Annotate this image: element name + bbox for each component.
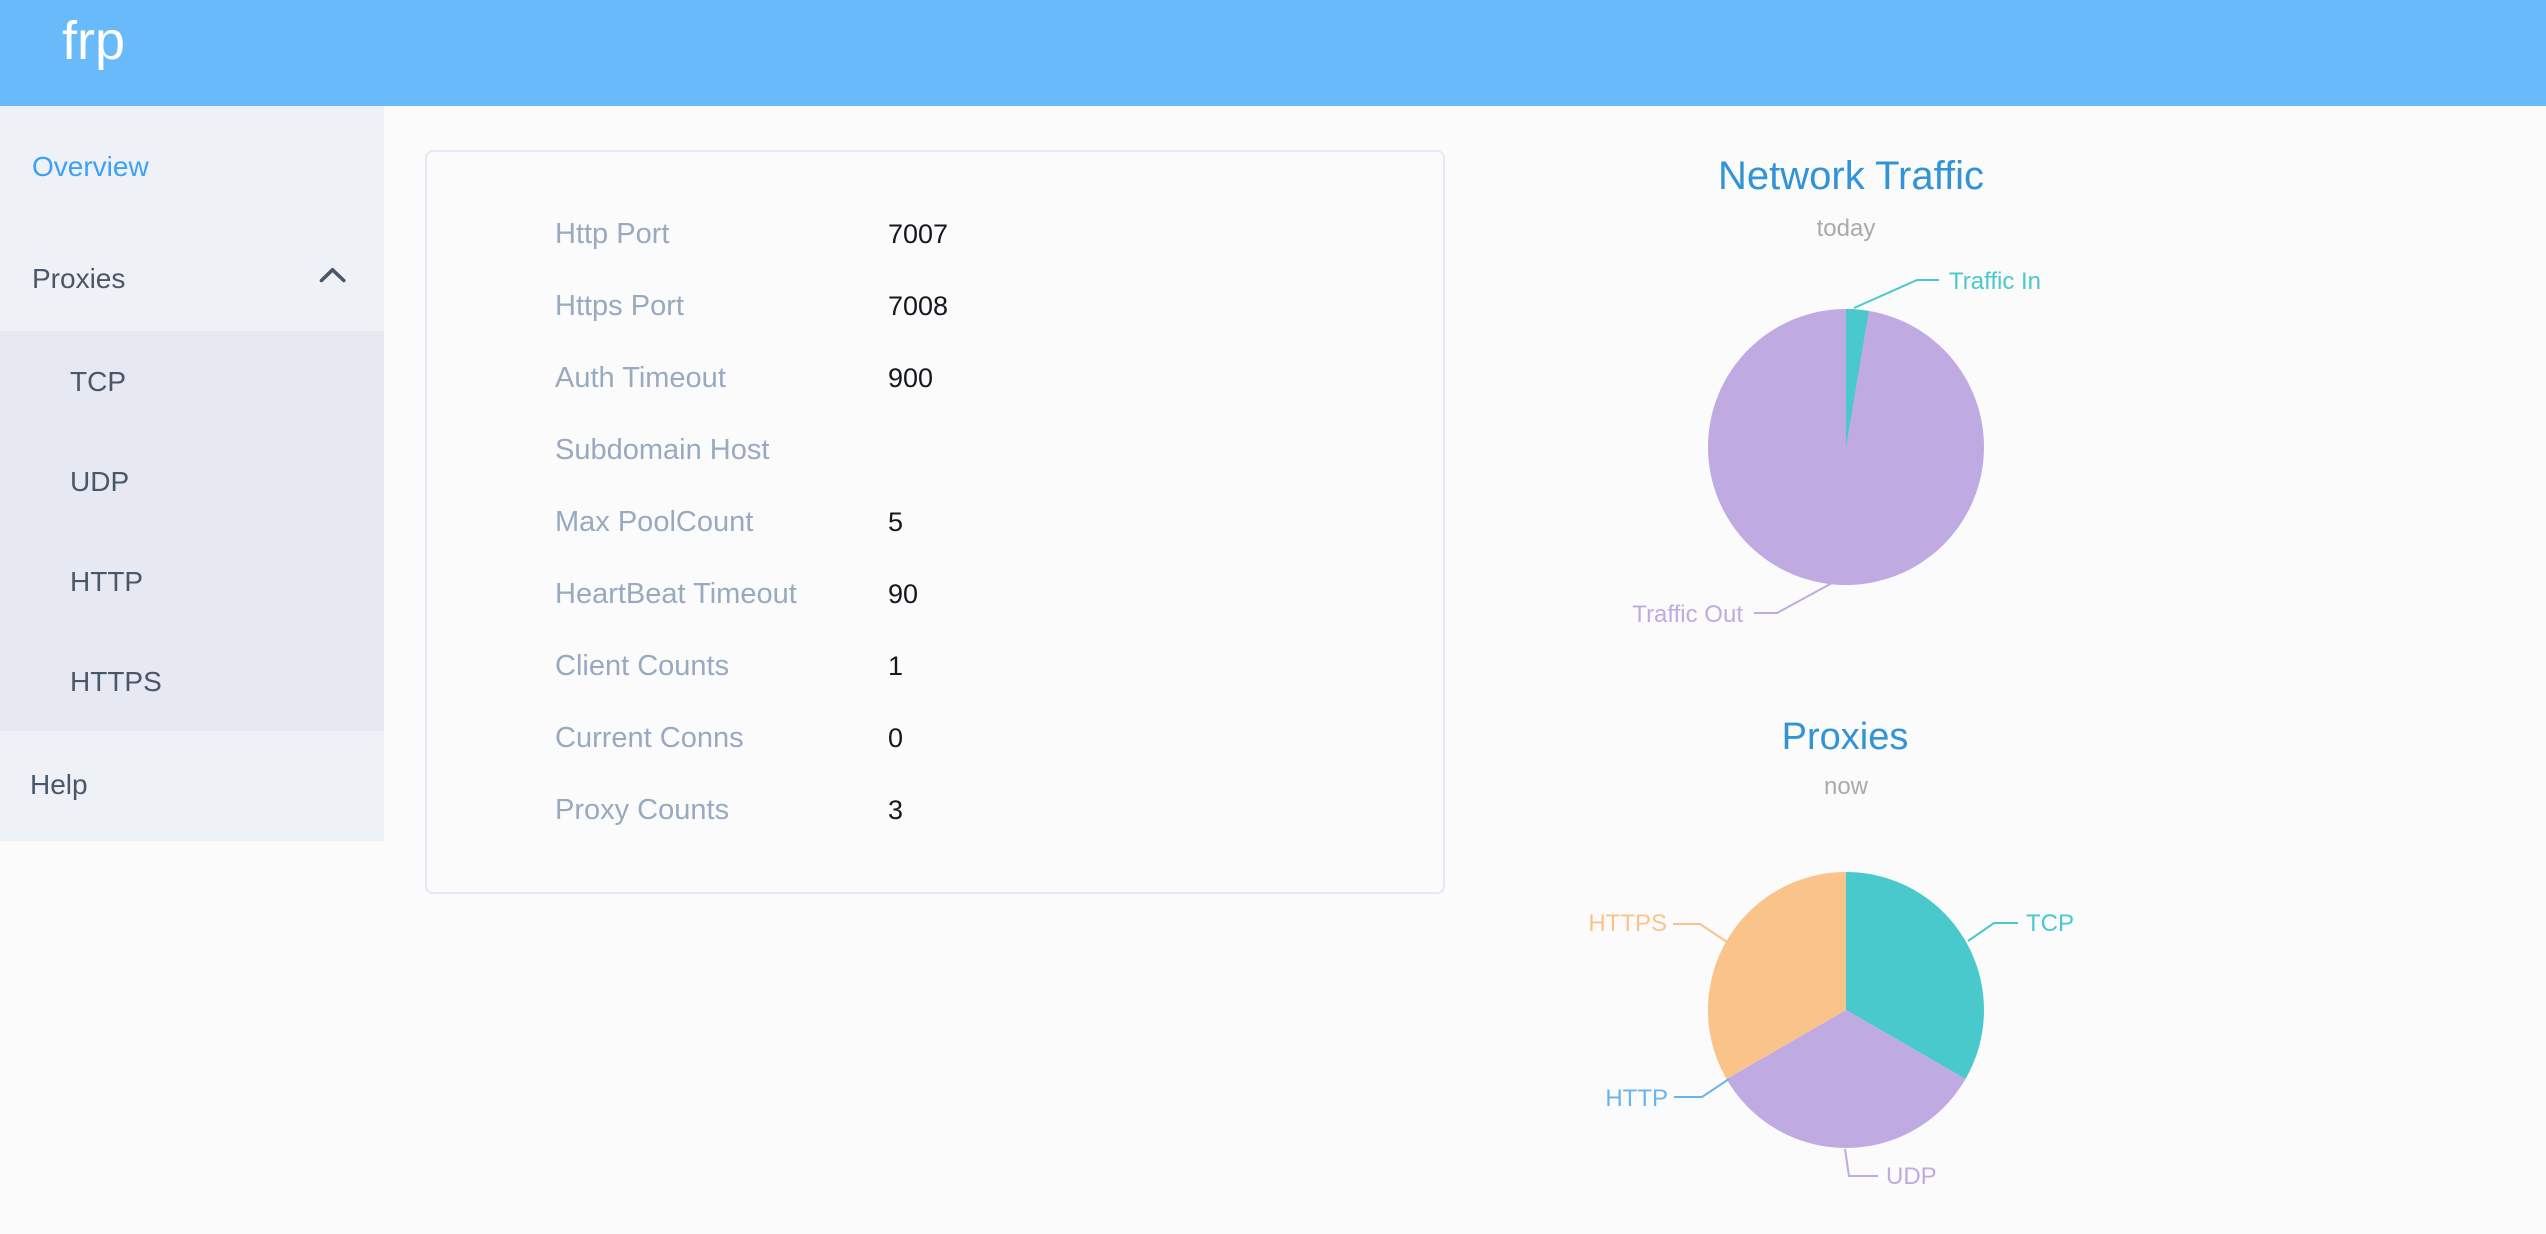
svg-text:Traffic In: Traffic In <box>1949 268 2041 295</box>
svg-text:Traffic Out: Traffic Out <box>1632 601 1743 628</box>
svg-text:UDP: UDP <box>1886 1163 1937 1190</box>
svg-text:HTTPS: HTTPS <box>1588 910 1667 937</box>
svg-text:TCP: TCP <box>2026 910 2074 937</box>
svg-text:Network Traffic: Network Traffic <box>1718 154 1984 198</box>
svg-text:today: today <box>1817 215 1876 242</box>
svg-text:Proxies: Proxies <box>1782 716 1909 758</box>
svg-text:HTTP: HTTP <box>1605 1085 1668 1112</box>
svg-text:now: now <box>1824 773 1869 800</box>
